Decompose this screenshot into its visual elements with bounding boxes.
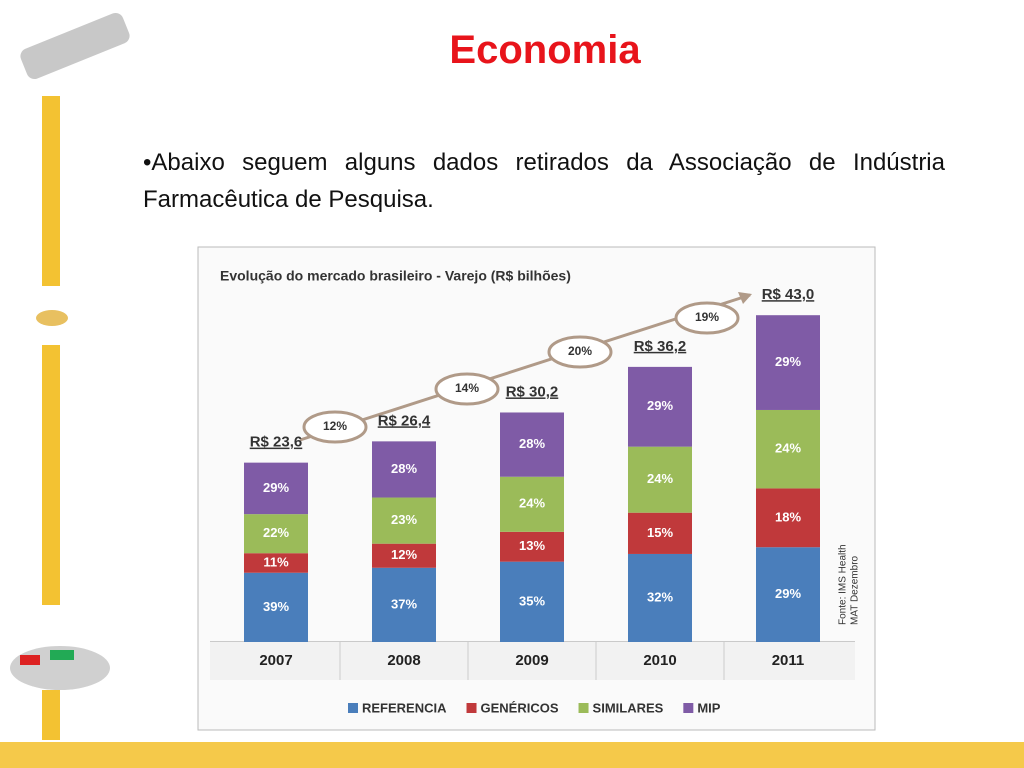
bar-segment	[372, 543, 436, 568]
legend-swatch	[578, 703, 589, 713]
x-tick-label: 2009	[515, 652, 548, 669]
stripe	[42, 690, 60, 740]
legend-label: SIMILARES	[593, 700, 664, 715]
legend-label: REFERENCIA	[362, 700, 447, 715]
bar-segment	[756, 409, 820, 489]
total-label: R$ 26,4	[378, 412, 431, 429]
x-tick-label: 2007	[259, 652, 292, 669]
capsule	[50, 650, 74, 660]
bar-segment	[244, 462, 308, 515]
floor-stripe	[0, 742, 1024, 768]
growth-bubble	[434, 372, 500, 406]
segment-label: 24%	[647, 471, 673, 486]
bar-segment	[628, 512, 692, 554]
segment-label: 28%	[391, 461, 417, 476]
bar-segment	[628, 553, 692, 642]
legend-label: MIP	[697, 700, 720, 715]
bar-segment	[500, 412, 564, 477]
bar-segment	[372, 497, 436, 544]
x-tick-label: 2010	[643, 652, 676, 669]
segment-label: 24%	[775, 441, 801, 456]
bar-segment	[372, 441, 436, 498]
chart-title: Evolução do mercado brasileiro - Varejo …	[220, 268, 571, 284]
x-tick-label: 2008	[387, 652, 420, 669]
category-band	[210, 642, 855, 680]
total-label: R$ 36,2	[634, 338, 687, 355]
growth-bubble	[302, 410, 368, 444]
stripe	[42, 96, 60, 286]
total-label: R$ 30,2	[506, 383, 559, 400]
segment-label: 28%	[519, 436, 545, 451]
growth-bubble	[674, 301, 740, 335]
bar-segment	[372, 567, 436, 642]
segment-label: 29%	[775, 586, 801, 601]
segment-label: 22%	[263, 525, 289, 540]
segment-label: 15%	[647, 525, 673, 540]
legend-label: GENÉRICOS	[481, 700, 559, 715]
segment-label: 29%	[263, 480, 289, 495]
segment-label: 18%	[775, 509, 801, 524]
stripe	[42, 345, 60, 605]
bar-segment	[500, 531, 564, 562]
bar-segment	[500, 561, 564, 642]
segment-label: 23%	[391, 512, 417, 527]
source-note: Fonte: IMS Health	[838, 544, 849, 625]
pill-pack	[20, 12, 130, 80]
growth-bubble	[547, 335, 613, 369]
total-label: R$ 43,0	[762, 286, 815, 303]
segment-label: 29%	[647, 398, 673, 413]
source-note: MAT Dezembro	[850, 555, 861, 625]
segment-label: 13%	[519, 538, 545, 553]
bar-segment	[756, 488, 820, 548]
legend-swatch	[683, 703, 694, 713]
growth-label: 12%	[323, 419, 347, 433]
bullet-text: •Abaixo seguem alguns dados retirados da…	[143, 149, 945, 213]
bar-segment	[628, 366, 692, 447]
total-label: R$ 23,6	[250, 434, 303, 451]
arrow-head	[738, 292, 752, 304]
bar-segment	[244, 553, 308, 573]
bar-segment	[628, 446, 692, 513]
segment-label: 29%	[775, 354, 801, 369]
bar-segment	[756, 315, 820, 410]
legend-swatch	[348, 703, 358, 713]
segment-label: 37%	[391, 596, 417, 611]
growth-label: 19%	[695, 310, 719, 324]
bar-segment	[500, 476, 564, 532]
bar-segment	[756, 547, 820, 642]
pills	[36, 310, 68, 326]
segment-label: 32%	[647, 589, 673, 604]
segment-label: 11%	[263, 554, 289, 569]
slide-title: Economia	[449, 28, 641, 72]
segment-label: 35%	[519, 593, 545, 608]
segment-label: 24%	[519, 496, 545, 511]
growth-label: 14%	[455, 381, 479, 395]
bar-segment	[244, 514, 308, 554]
segment-label: 39%	[263, 599, 289, 614]
x-tick-label: 2011	[772, 652, 805, 669]
segment-label: 12%	[391, 547, 417, 562]
capsule	[20, 655, 40, 665]
legend-swatch	[466, 703, 477, 713]
growth-label: 20%	[568, 344, 592, 358]
bar-segment	[244, 572, 308, 642]
